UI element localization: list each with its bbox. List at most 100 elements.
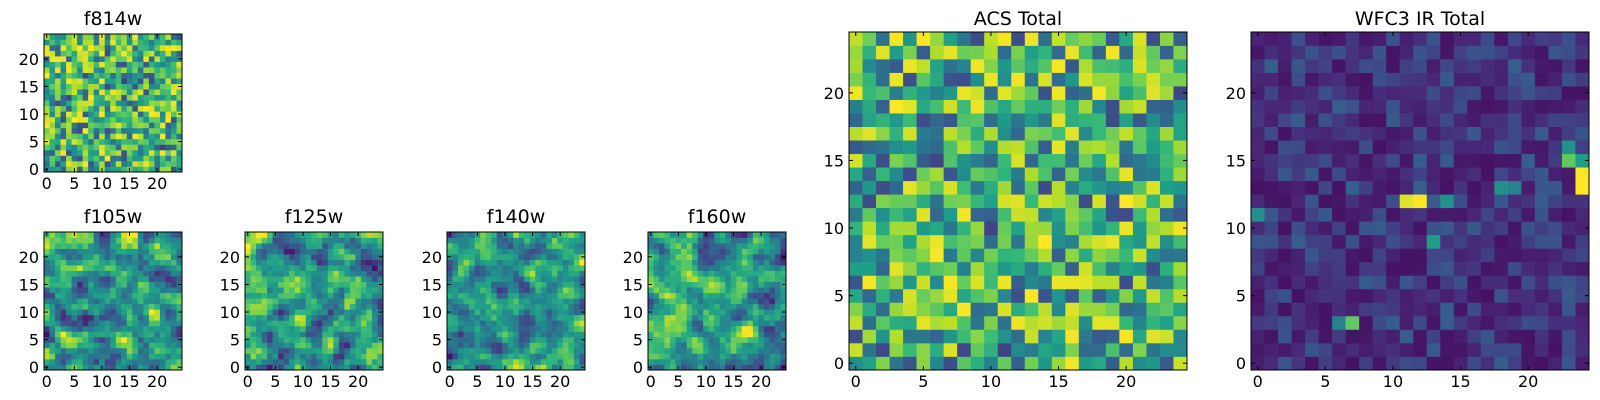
heatmap-cell <box>60 248 67 255</box>
heatmap-cell <box>294 270 301 277</box>
heatmap-cell <box>1467 221 1482 236</box>
heatmap-cell <box>1561 356 1576 371</box>
heatmap-cell <box>49 259 56 266</box>
heatmap-cell <box>371 320 378 327</box>
heatmap-cell <box>1467 180 1482 195</box>
heatmap-cell <box>458 265 464 271</box>
heatmap-cell <box>1372 261 1387 276</box>
heatmap-cell <box>278 325 284 332</box>
heatmap-cell <box>502 265 509 271</box>
heatmap-cell <box>736 353 743 360</box>
heatmap-cell <box>1159 248 1174 263</box>
heatmap-cell <box>1291 248 1306 263</box>
heatmap-cell <box>1521 234 1536 249</box>
heatmap-cell <box>261 287 268 294</box>
heatmap-cell <box>1359 72 1374 87</box>
heatmap-cell <box>1132 86 1147 100</box>
heatmap-cell <box>491 331 498 338</box>
heatmap-cell <box>104 34 111 40</box>
heatmap-cell <box>165 254 172 260</box>
heatmap-cell <box>256 353 262 360</box>
heatmap-cell <box>132 50 139 57</box>
heatmap-cell <box>355 254 362 260</box>
heatmap-cell <box>143 144 150 151</box>
heatmap-cell <box>916 32 931 46</box>
heatmap-cell <box>261 342 268 349</box>
heatmap-cell <box>984 167 999 182</box>
heatmap-cell <box>88 138 95 145</box>
heatmap-cell <box>747 336 754 343</box>
heatmap-cell <box>170 254 177 260</box>
heatmap-cell <box>725 358 732 365</box>
heatmap-cell <box>957 194 972 209</box>
heatmap-cell <box>876 275 890 290</box>
heatmap-cell <box>104 331 111 338</box>
heatmap-cell <box>165 292 172 299</box>
heatmap-cell <box>1146 86 1161 100</box>
heatmap-cell <box>1507 140 1522 155</box>
heatmap-cell <box>1413 180 1428 195</box>
heatmap-cell <box>377 353 384 360</box>
heatmap-cell <box>316 309 323 316</box>
heatmap-cell <box>1264 153 1279 168</box>
heatmap-cell <box>1534 221 1549 236</box>
heatmap-cell <box>1038 248 1053 263</box>
y-tick-label: 10 <box>19 303 39 322</box>
heatmap-cell <box>862 234 877 249</box>
heatmap-cell <box>984 180 999 195</box>
heatmap-cell <box>1078 59 1093 73</box>
heatmap-cell <box>480 248 486 255</box>
heatmap-cell <box>82 232 89 238</box>
heatmap-cell <box>93 358 100 365</box>
heatmap-cell <box>540 237 547 244</box>
heatmap-cell <box>49 287 56 294</box>
heatmap-cell <box>159 292 166 299</box>
heatmap-cell <box>1440 153 1455 168</box>
heatmap-cell <box>1024 126 1039 141</box>
heatmap-cell <box>1453 32 1468 46</box>
heatmap-cell <box>524 232 531 238</box>
heatmap-cell <box>659 358 665 365</box>
heatmap-cell <box>261 331 268 338</box>
heatmap-cell <box>1065 275 1080 290</box>
heatmap-cell <box>132 144 139 151</box>
heatmap-cell <box>104 45 111 51</box>
heatmap-cell <box>474 353 481 360</box>
heatmap-cell <box>132 320 139 327</box>
heatmap-cell <box>148 364 155 371</box>
heatmap-cell <box>93 353 100 360</box>
heatmap-cell <box>557 270 564 277</box>
heatmap-cell <box>137 364 144 371</box>
heatmap-cell <box>49 314 56 321</box>
heatmap-cell <box>540 265 547 271</box>
heatmap-cell <box>355 243 362 249</box>
heatmap-cell <box>708 270 715 277</box>
heatmap-cell <box>82 105 89 112</box>
heatmap-cell <box>1024 221 1039 236</box>
heatmap-cell <box>862 302 877 317</box>
heatmap-cell <box>278 237 284 244</box>
heatmap-cell <box>664 325 671 332</box>
heatmap-cell <box>1078 113 1093 127</box>
heatmap-cell <box>568 331 575 338</box>
heatmap-cell <box>1065 194 1080 209</box>
heatmap-cell <box>1386 248 1401 263</box>
heatmap-cell <box>675 342 682 349</box>
heatmap-cell <box>741 347 748 354</box>
x-tick-label: 5 <box>472 372 482 391</box>
heatmap-cell <box>930 261 944 276</box>
heatmap-cell <box>267 237 273 244</box>
heatmap-cell <box>148 314 155 321</box>
heatmap-cell <box>49 331 56 338</box>
heatmap-cell <box>1251 32 1265 46</box>
heatmap-cell <box>648 353 654 360</box>
heatmap-cell <box>736 314 743 321</box>
heatmap-cell <box>1386 45 1401 60</box>
heatmap-cell <box>474 358 481 365</box>
heatmap-cell <box>154 89 161 96</box>
heatmap-cell <box>741 331 748 338</box>
heatmap-cell <box>1251 167 1265 182</box>
heatmap-cell <box>1264 329 1279 344</box>
heatmap-cell <box>256 254 262 260</box>
